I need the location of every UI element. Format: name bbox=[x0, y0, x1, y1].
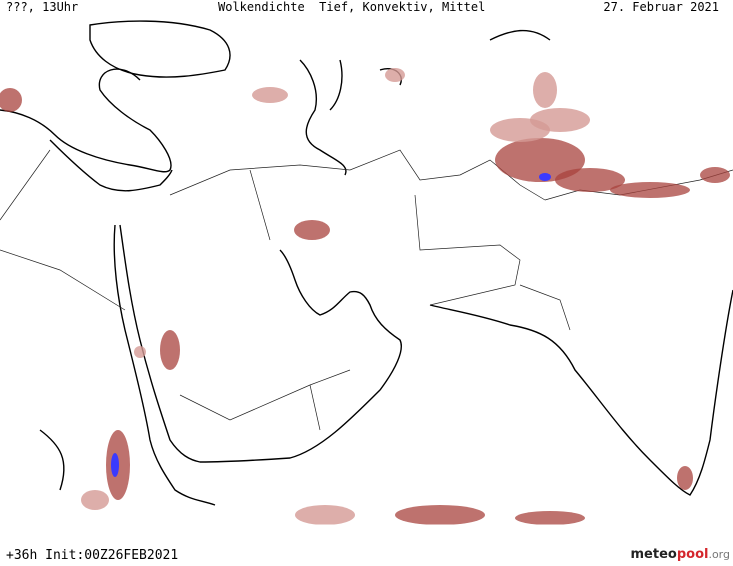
map-title: Wolkendichte Tief, Konvektiv, Mittel bbox=[218, 0, 486, 14]
logo: meteopool.org bbox=[631, 547, 731, 562]
run-info: +36h Init:00Z26FEB2021 bbox=[6, 548, 179, 563]
logo-part: meteo bbox=[630, 547, 677, 562]
valid-time: ???, 13Uhr bbox=[6, 0, 79, 14]
coastlines bbox=[0, 20, 733, 506]
cloud-areas bbox=[0, 68, 730, 525]
date: 27. Februar 2021 bbox=[603, 0, 719, 14]
logo-part: .org bbox=[708, 548, 730, 561]
logo-part: pool bbox=[676, 547, 709, 562]
